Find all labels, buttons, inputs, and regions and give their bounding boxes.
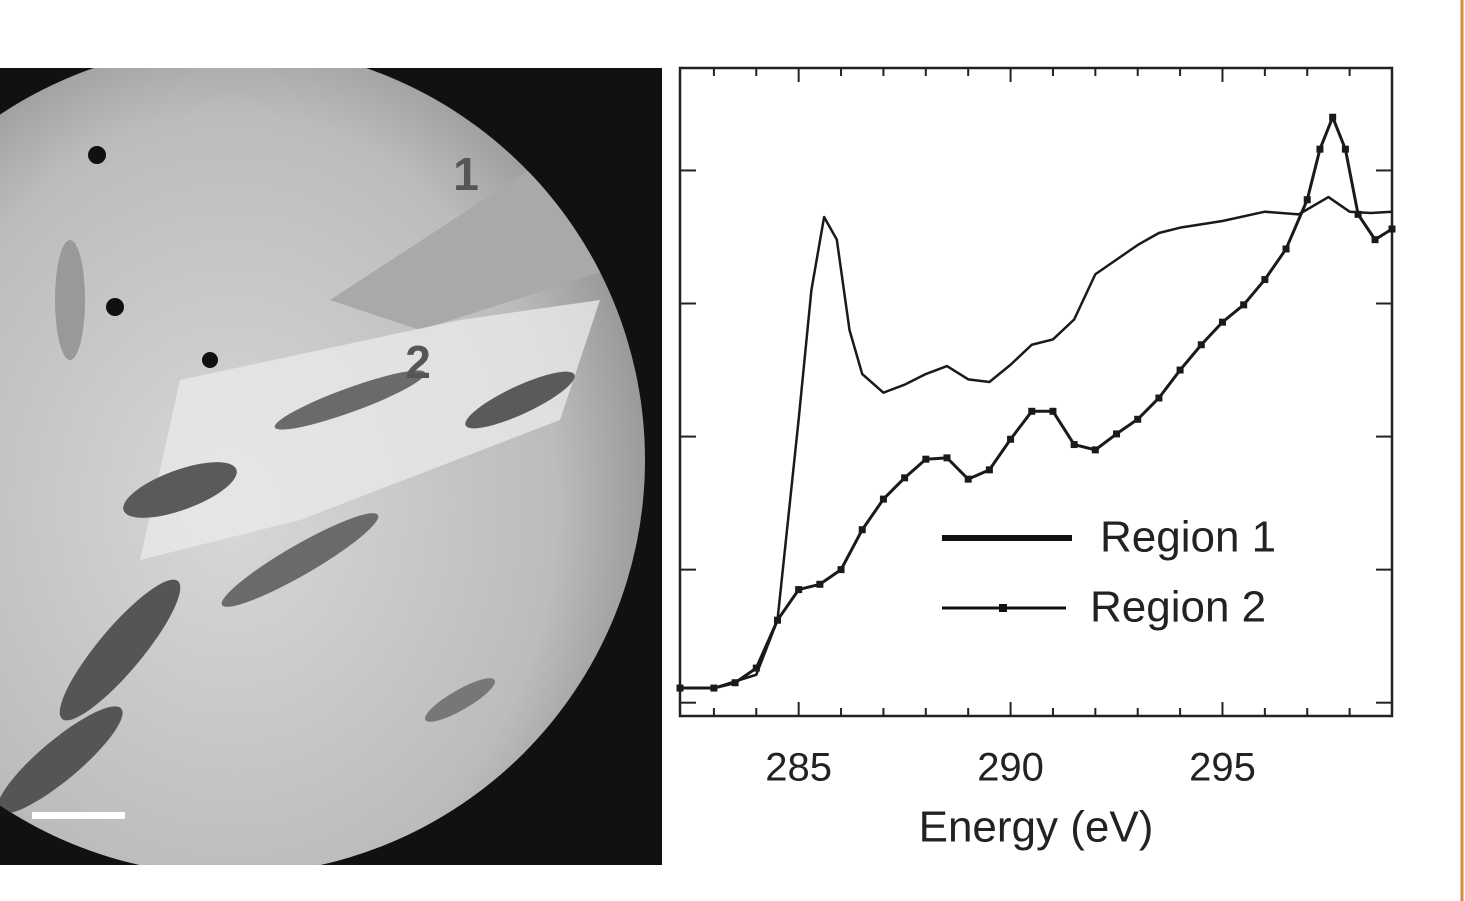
series-line [680,195,1393,690]
data-point [1091,446,1099,454]
data-point [795,586,803,594]
legend-label: Region 2 [1090,583,1266,632]
data-point [985,466,993,474]
data-point [816,580,824,588]
data-point [879,495,887,503]
data-point [964,475,972,483]
x-tick-label: 285 [765,746,832,790]
data-point [1028,407,1036,415]
region-label: 2 [405,336,431,388]
data-point [1354,210,1362,218]
series-line [680,115,1393,690]
x-axis-label: Energy (eV) [919,803,1154,852]
data-point [1070,441,1078,449]
data-point [922,455,930,463]
data-point [1113,430,1121,438]
data-point [1197,341,1205,349]
data-point [752,664,760,672]
data-point [1329,113,1337,121]
x-tick-label: 295 [1189,746,1256,790]
region-label: 1 [453,148,479,200]
data-point [837,566,845,574]
data-point [1282,245,1290,253]
data-point [1371,236,1379,244]
data-point [773,616,781,624]
legend-marker [999,604,1007,612]
data-point [1303,196,1311,204]
data-point [1176,366,1184,374]
data-point [1341,145,1349,153]
data-point [731,679,739,687]
x-tick-label: 290 [977,746,1044,790]
data-point [1007,435,1015,443]
data-point [676,684,684,692]
data-point [1388,225,1396,233]
data-point [943,454,951,462]
data-point [710,684,718,692]
data-point [858,526,866,534]
legend: Region 1 Region 2 [942,513,1276,632]
data-point [901,474,909,482]
plot-frame [678,66,1394,718]
microscope-image: 1 2 [0,68,662,865]
data-point [1049,407,1057,415]
data-point [1155,394,1163,402]
data-point [1316,145,1324,153]
data-point [1134,415,1142,423]
data-point [1261,276,1269,284]
data-point [1240,301,1248,309]
data-point [1218,318,1226,326]
legend-label: Region 1 [1100,513,1276,562]
